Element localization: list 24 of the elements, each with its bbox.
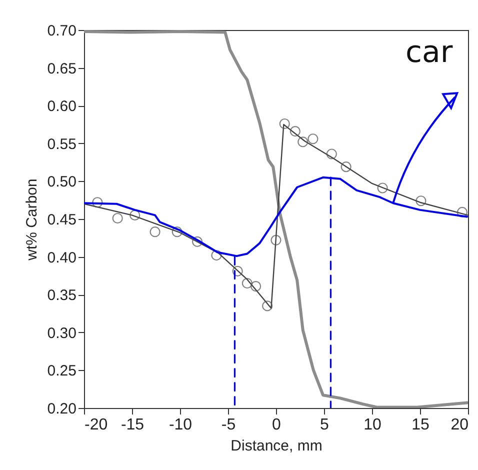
y-tick-label: 0.70 <box>47 22 76 40</box>
y-tick-label: 0.35 <box>47 287 76 304</box>
y-tick-label: 0.45 <box>47 212 76 228</box>
y-tick-label: 0.50 <box>47 174 76 191</box>
x-tick-label: 0 <box>272 416 282 434</box>
y-tick-label: 0.30 <box>47 324 76 342</box>
line-series <box>84 124 468 309</box>
x-tick-label: 15 <box>412 416 430 434</box>
y-axis-title: wt% Carbon <box>23 178 40 262</box>
x-tick-label: 20 <box>450 416 469 434</box>
y-tick-label: 0.25 <box>47 362 76 380</box>
x-tick-label: -5 <box>221 416 236 434</box>
x-tick-label: 5 <box>320 416 330 434</box>
y-tick-label: 0.55 <box>47 136 76 153</box>
y-tick-label: 0.60 <box>47 98 76 116</box>
x-tick-label: -20 <box>84 416 108 434</box>
y-tick-label: 0.65 <box>47 60 76 78</box>
x-tick-label: -15 <box>120 416 144 434</box>
x-tick-label: 10 <box>364 416 382 434</box>
x-axis-title: Distance, mm <box>230 438 322 454</box>
y-tick-label: 0.40 <box>47 249 76 266</box>
y-tick-label: 0.20 <box>47 400 76 418</box>
x-tick-label: -10 <box>168 416 192 434</box>
annotation: car <box>406 35 454 70</box>
